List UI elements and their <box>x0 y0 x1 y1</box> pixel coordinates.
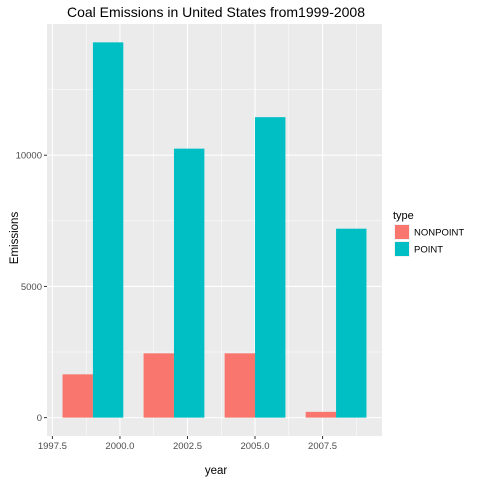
bar-point-2005 <box>255 117 286 418</box>
bars <box>62 42 367 418</box>
x-tick-label: 2007.5 <box>308 441 337 452</box>
bar-point-2002 <box>173 148 205 418</box>
bar-nonpoint-1999 <box>62 374 93 418</box>
legend-title: type <box>393 210 414 222</box>
legend-key-nonpoint <box>395 225 409 239</box>
y-tick-label: 5000 <box>21 282 42 293</box>
legend-items: NONPOINT POINT <box>394 224 464 257</box>
y-axis: 0 5000 10000 <box>16 151 47 424</box>
y-tick-label: 10000 <box>16 151 42 162</box>
x-tick-label: 1997.5 <box>38 441 67 452</box>
x-tick-label: 2002.5 <box>173 441 202 452</box>
bar-point-2008 <box>336 228 367 418</box>
bar-nonpoint-2005 <box>224 353 256 418</box>
bar-nonpoint-2008 <box>305 411 337 418</box>
chart-title: Coal Emissions in United States from1999… <box>67 4 365 20</box>
legend-label-nonpoint: NONPOINT <box>414 228 464 239</box>
x-tick-label: 2005.0 <box>240 441 269 452</box>
legend-key-point <box>395 242 409 256</box>
y-axis-title: Emissions <box>9 212 21 265</box>
y-tick-label: 0 <box>37 413 42 424</box>
x-axis-title: year <box>205 465 228 477</box>
bar-point-1999 <box>92 42 124 418</box>
legend: type NONPOINT POINT <box>393 210 464 257</box>
legend-label-point: POINT <box>414 245 443 256</box>
bar-nonpoint-2002 <box>143 353 174 418</box>
x-axis: 1997.5 2000.0 2002.5 2005.0 2007.5 <box>38 436 337 452</box>
x-tick-label: 2000.0 <box>105 441 134 452</box>
